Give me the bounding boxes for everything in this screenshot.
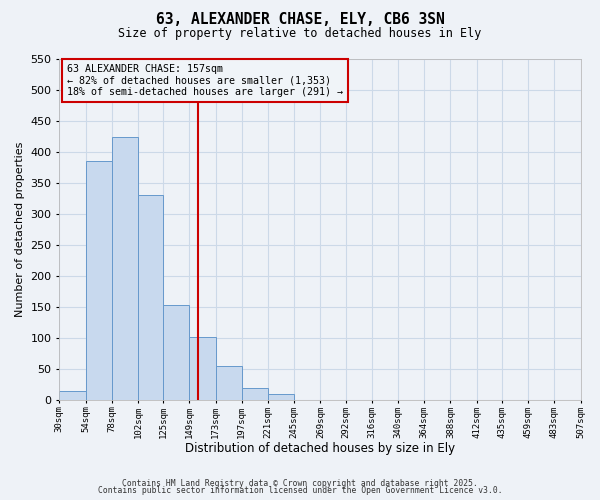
Text: Size of property relative to detached houses in Ely: Size of property relative to detached ho… xyxy=(118,28,482,40)
Bar xyxy=(59,390,86,400)
Bar xyxy=(138,196,163,400)
Text: 63, ALEXANDER CHASE, ELY, CB6 3SN: 63, ALEXANDER CHASE, ELY, CB6 3SN xyxy=(155,12,445,28)
Bar xyxy=(242,388,268,400)
Bar xyxy=(190,337,215,400)
Text: 63 ALEXANDER CHASE: 157sqm
← 82% of detached houses are smaller (1,353)
18% of s: 63 ALEXANDER CHASE: 157sqm ← 82% of deta… xyxy=(67,64,343,98)
X-axis label: Distribution of detached houses by size in Ely: Distribution of detached houses by size … xyxy=(185,442,455,455)
Bar xyxy=(163,305,190,400)
Bar xyxy=(268,394,294,400)
Bar xyxy=(112,136,138,400)
Text: Contains HM Land Registry data © Crown copyright and database right 2025.: Contains HM Land Registry data © Crown c… xyxy=(122,478,478,488)
Bar xyxy=(86,162,112,400)
Y-axis label: Number of detached properties: Number of detached properties xyxy=(15,142,25,317)
Bar xyxy=(215,366,242,400)
Text: Contains public sector information licensed under the Open Government Licence v3: Contains public sector information licen… xyxy=(98,486,502,495)
